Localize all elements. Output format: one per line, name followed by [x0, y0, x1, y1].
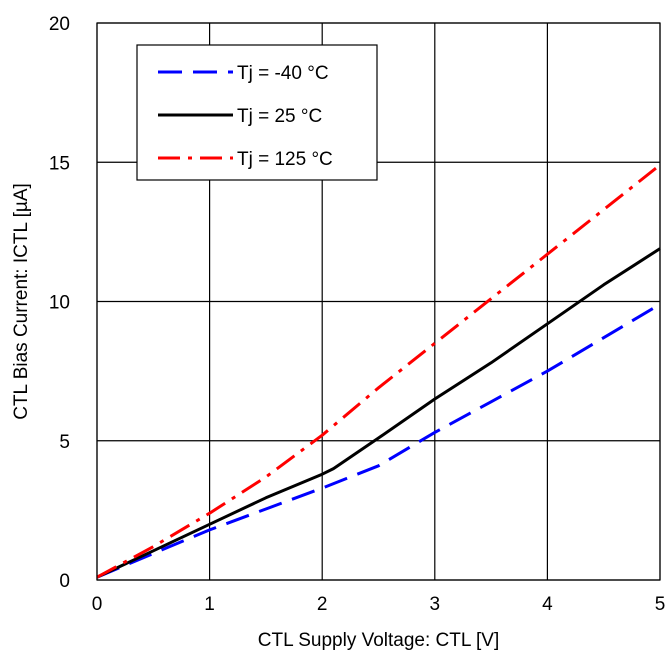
- tick-labels: 0 1 2 3 4 5 0 5 10 15 20: [49, 14, 665, 615]
- x-tick-label: 0: [92, 594, 103, 615]
- y-tick-label: 15: [49, 153, 70, 174]
- x-tick-label: 4: [542, 594, 553, 615]
- legend-label-3: Tj = 125 °C: [237, 149, 333, 170]
- series-lines: [96, 163, 661, 579]
- legend-label-2: Tj = 25 °C: [237, 106, 322, 127]
- y-tick-label: 0: [59, 571, 70, 592]
- y-tick-label: 20: [49, 14, 70, 35]
- series-line-1: [96, 303, 661, 579]
- x-tick-label: 3: [430, 594, 441, 615]
- y-tick-label: 5: [59, 432, 70, 453]
- x-tick-label: 1: [204, 594, 215, 615]
- y-axis-label: CTL Bias Current: ICTL [µA]: [11, 183, 32, 420]
- legend: Tj = -40 °C Tj = 25 °C Tj = 125 °C: [136, 44, 378, 181]
- x-tick-label: 5: [655, 594, 666, 615]
- series-line-3: [96, 163, 661, 579]
- legend-label-1: Tj = -40 °C: [237, 63, 329, 84]
- series-line-2: [96, 247, 661, 579]
- y-tick-label: 10: [49, 293, 70, 314]
- x-axis-label: CTL Supply Voltage: CTL [V]: [258, 630, 500, 651]
- x-tick-label: 2: [317, 594, 328, 615]
- plot-frame: [96, 22, 661, 581]
